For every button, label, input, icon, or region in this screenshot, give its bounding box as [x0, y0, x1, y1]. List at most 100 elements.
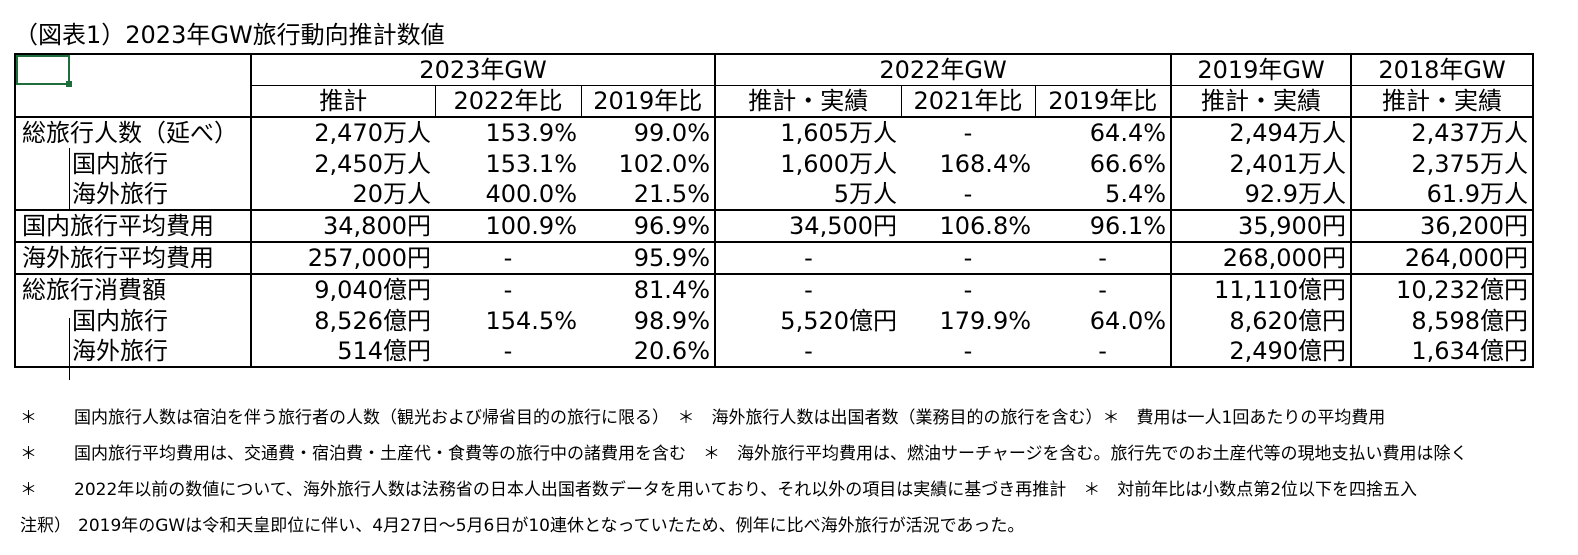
subheader: 2019年比 — [580, 85, 716, 118]
cell: 21.5% — [581, 179, 716, 211]
cell: 66.6% — [1089, 149, 1167, 178]
table-row: 総旅行消費額 9,040億円 - 81.4% - - - 11,110億円 10… — [14, 274, 1535, 305]
cell: 34,800円 — [250, 210, 435, 243]
footnote-text: 2022年以前の数値について、海外旅行人数は法務省の日本人出国者数データを用いて… — [74, 480, 1418, 500]
indent-rule — [69, 148, 70, 210]
table-row: 海外旅行 20万人 400.0% 21.5% 5万人 - 5.4% 92.9万人… — [14, 179, 1535, 211]
table-row: 総旅行人数（延べ） 2,470万人 153.9% 99.0% 1,605万人 -… — [14, 117, 1535, 148]
cell: - — [963, 276, 973, 304]
cell: - — [901, 179, 1036, 211]
cell: 1,605万人 — [714, 117, 902, 148]
cell: 153.9% — [485, 119, 577, 147]
cell: - — [901, 336, 1036, 368]
selected-cell-cursor[interactable] — [16, 55, 70, 85]
group-header-2023: 2023年GW — [249, 53, 716, 86]
cell: 8,598億円 — [1350, 305, 1535, 336]
cell: 268,000円 — [1170, 242, 1352, 275]
table-row: 海外旅行平均費用 257,000円 - 95.9% - - - 268,000円… — [14, 242, 1535, 275]
subheader: 推計・実績 — [1170, 85, 1352, 118]
gw-travel-table: 2023年GW 2022年GW 2019年GW 2018年GW 推計 2022年… — [14, 53, 1535, 368]
cell: 153.1% — [485, 149, 577, 178]
cell: 102.0% — [618, 149, 711, 178]
cell: - — [714, 336, 902, 368]
cell: - — [963, 119, 973, 147]
cell: - — [1098, 276, 1107, 304]
group-header-2022: 2022年GW — [714, 53, 1172, 86]
footnote-mark: ＊ — [20, 480, 37, 500]
cell: 64.0% — [1089, 306, 1167, 335]
cell: 10,232億円 — [1350, 274, 1535, 305]
cell: 257,000円 — [250, 242, 435, 275]
cell: 61.9万人 — [1350, 179, 1535, 211]
cell: 179.9% — [939, 306, 1032, 335]
cell: 34,500円 — [714, 210, 902, 243]
row-label: 総旅行人数（延べ） — [14, 117, 251, 148]
cell: 2,470万人 — [250, 117, 435, 148]
cell: 36,200円 — [1350, 210, 1535, 243]
footnote-mark: ＊ — [20, 444, 37, 464]
cell: 35,900円 — [1170, 210, 1352, 243]
footnote-text: 国内旅行人数は宿泊を伴う旅行者の人数（観光および帰省目的の旅行に限る） ＊ 海外… — [74, 408, 1386, 428]
cell: 514億円 — [250, 336, 435, 368]
footnote-mark: ＊ — [20, 408, 37, 428]
row-label: 国内旅行 — [14, 148, 251, 179]
cell: 81.4% — [633, 276, 711, 304]
cell: - — [435, 336, 581, 368]
corner-cell-lower — [14, 85, 251, 118]
cell: 100.9% — [435, 210, 581, 243]
subheader: 2019年比 — [1034, 85, 1172, 118]
subheader: 2022年比 — [434, 85, 581, 118]
row-label: 海外旅行 — [14, 336, 251, 368]
cell: 8,620億円 — [1170, 305, 1352, 336]
cell: 99.0% — [633, 119, 711, 147]
corner-cell[interactable] — [14, 53, 251, 86]
cell: 20.6% — [581, 336, 716, 368]
cell: - — [901, 242, 1036, 275]
row-label: 国内旅行平均費用 — [14, 210, 251, 243]
table-row: 国内旅行 8,526億円 154.5% 98.9% 5,520億円 179.9%… — [14, 305, 1535, 336]
cell: - — [435, 242, 581, 275]
row-label: 国内旅行 — [14, 305, 251, 336]
cell: - — [714, 274, 902, 305]
cell: 96.9% — [581, 210, 716, 243]
cell: 2,494万人 — [1170, 117, 1352, 148]
group-header-2019: 2019年GW — [1170, 53, 1352, 86]
cell: 400.0% — [435, 179, 581, 211]
page-title: （図表1）2023年GW旅行動向推計数値 — [14, 21, 445, 49]
table-row: 国内旅行 2,450万人 153.1% 102.0% 1,600万人 168.4… — [14, 148, 1535, 179]
cell: 2,401万人 — [1170, 148, 1352, 179]
cell: 5,520億円 — [714, 305, 902, 336]
cell: 5万人 — [714, 179, 902, 211]
footnote-mark: 注釈） — [20, 516, 71, 536]
cell: 95.9% — [581, 242, 716, 275]
cell: 2,375万人 — [1350, 148, 1535, 179]
cell: - — [714, 242, 902, 275]
cell: 2,437万人 — [1350, 117, 1535, 148]
row-label: 総旅行消費額 — [14, 274, 251, 305]
table-row: 国内旅行平均費用 34,800円 100.9% 96.9% 34,500円 10… — [14, 210, 1535, 243]
cell: 106.8% — [901, 210, 1036, 243]
cell: 1,600万人 — [714, 148, 902, 179]
cell: 8,526億円 — [250, 305, 435, 336]
cell: 98.9% — [633, 306, 711, 335]
cell: 168.4% — [939, 149, 1032, 178]
subheader: 推計 — [250, 85, 435, 118]
cell: 1,634億円 — [1350, 336, 1535, 368]
cell: 2,490億円 — [1170, 336, 1352, 368]
subheader: 2021年比 — [900, 85, 1036, 118]
footnote-text: 2019年のGWは令和天皇即位に伴い、4月27日～5月6日が10連休となっていた… — [78, 516, 1025, 536]
cell: 2,450万人 — [250, 148, 435, 179]
fill-handle[interactable] — [66, 81, 72, 87]
subheader: 推計・実績 — [714, 85, 902, 118]
cell: 92.9万人 — [1170, 179, 1352, 211]
cell: 20万人 — [250, 179, 435, 211]
cell: - — [1035, 242, 1172, 275]
header-group-row: 2023年GW 2022年GW 2019年GW 2018年GW — [14, 53, 1535, 86]
cell: 5.4% — [1035, 179, 1172, 211]
cell: - — [1035, 336, 1172, 368]
cell: 11,110億円 — [1170, 274, 1352, 305]
table-row: 海外旅行 514億円 - 20.6% - - - 2,490億円 1,634億円 — [14, 336, 1535, 368]
header-sub-row: 推計 2022年比 2019年比 推計・実績 2021年比 2019年比 推計・… — [14, 85, 1535, 118]
group-header-2018: 2018年GW — [1350, 53, 1535, 86]
footnote-text: 国内旅行平均費用は、交通費・宿泊費・土産代・食費等の旅行中の諸費用を含む ＊ 海… — [74, 444, 1468, 464]
